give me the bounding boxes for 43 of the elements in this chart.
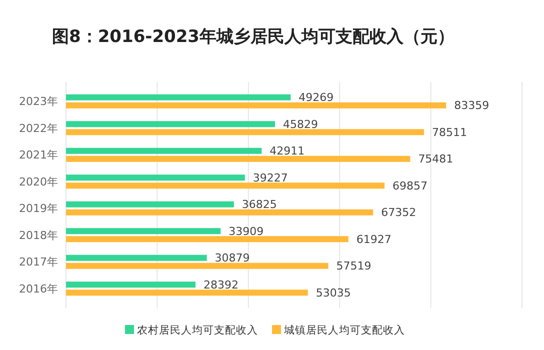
chart-title: 图8：2016-2023年城乡居民人均可支配收入（元） (52, 27, 455, 47)
data-label: 69857 (392, 179, 428, 192)
bar (66, 94, 291, 100)
y-tick-label: 2020年 (19, 175, 58, 188)
bar (66, 174, 245, 181)
bar (66, 201, 234, 208)
y-tick-label: 2018年 (19, 228, 58, 242)
data-label: 49269 (298, 91, 334, 104)
data-label: 36825 (242, 198, 277, 212)
y-tick-label: 2021年 (19, 148, 58, 162)
bar (66, 209, 374, 216)
y-tick-label: 2022年 (19, 122, 58, 135)
data-label: 39227 (252, 171, 288, 184)
data-label: 57519 (336, 260, 372, 273)
data-label: 53035 (316, 286, 351, 300)
bar (66, 182, 385, 189)
data-label: 78511 (432, 126, 468, 139)
data-label: 45829 (282, 118, 318, 131)
data-label: 42911 (270, 144, 305, 158)
data-label: 33909 (228, 224, 264, 238)
bar (66, 262, 328, 269)
y-tick-label: 2023年 (19, 95, 58, 108)
bar (66, 121, 275, 128)
bar (66, 156, 410, 162)
y-tick-label: 2016年 (19, 282, 58, 296)
data-label: 61927 (356, 232, 392, 246)
bar (66, 129, 424, 136)
data-label: 30879 (214, 252, 250, 265)
data-label: 83359 (454, 99, 490, 112)
bar (66, 228, 221, 234)
data-label: 28392 (203, 278, 238, 292)
bar (66, 290, 308, 296)
y-tick-label: 2017年 (19, 256, 58, 269)
bar (66, 236, 348, 242)
bar (66, 102, 446, 108)
legend-label: 城镇居民人均可支配收入 (283, 324, 405, 337)
data-label: 67352 (381, 206, 416, 220)
bar (66, 148, 262, 154)
legend-label: 农村居民人均可支配收入 (137, 324, 258, 337)
bar (66, 254, 207, 261)
data-label: 75481 (418, 152, 454, 166)
bar (66, 282, 196, 288)
y-tick-label: 2019年 (19, 202, 58, 216)
